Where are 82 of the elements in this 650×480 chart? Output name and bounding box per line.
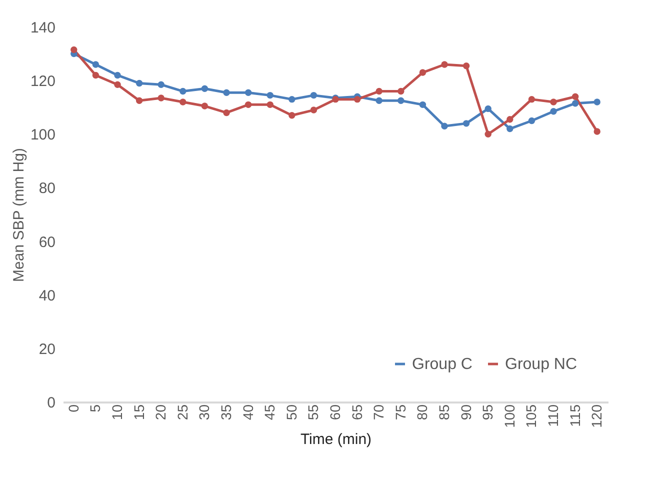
point [354, 96, 361, 103]
y-tick-label: 40 [38, 287, 56, 304]
x-tick-label: 115 [566, 404, 583, 427]
x-tick-label: 85 [436, 404, 452, 420]
legend-label: Group C [412, 356, 472, 373]
point [528, 117, 536, 124]
x-tick-label: 60 [327, 404, 343, 420]
point [572, 100, 579, 107]
point [266, 101, 274, 108]
point [223, 89, 230, 96]
point [550, 108, 557, 115]
point [572, 93, 579, 100]
x-tick-label: 35 [218, 404, 234, 420]
point [441, 61, 448, 68]
point [441, 122, 448, 130]
point [376, 88, 382, 95]
point [244, 101, 252, 108]
x-tick-label: 120 [588, 404, 605, 428]
x-tick-label: 45 [262, 404, 278, 420]
point [594, 128, 600, 135]
point [528, 96, 536, 103]
x-tick-label: 65 [348, 404, 365, 420]
point [506, 116, 514, 123]
x-axis-title: Time (min) [300, 430, 372, 448]
point [136, 80, 143, 87]
y-tick-label: 120 [30, 73, 56, 90]
y-tick-label: 80 [38, 180, 56, 198]
point [158, 81, 164, 88]
x-tick-label: 95 [480, 404, 496, 420]
point [288, 96, 296, 103]
x-tick-label: 55 [305, 404, 322, 420]
y-tick-label: 140 [30, 20, 56, 36]
point [114, 81, 121, 88]
point [310, 92, 318, 99]
point [266, 92, 274, 99]
x-tick-label: 105 [523, 404, 540, 428]
y-tick-label: 20 [38, 340, 56, 358]
point [70, 46, 78, 54]
y-tick-label: 60 [38, 234, 56, 251]
point [92, 72, 100, 79]
point [288, 112, 296, 119]
point [462, 62, 470, 70]
x-tick-label: 10 [109, 404, 125, 420]
point [506, 125, 514, 132]
point [180, 98, 186, 106]
point [158, 94, 164, 102]
point [223, 109, 230, 116]
point [398, 97, 404, 104]
point [201, 85, 208, 92]
x-tick-label: 25 [174, 404, 190, 420]
x-tick-label: 20 [152, 404, 169, 420]
x-tick-label: 40 [240, 404, 256, 420]
point [550, 98, 557, 106]
legend-label: Group NC [505, 356, 578, 373]
x-tick-label: 15 [130, 404, 147, 420]
point [376, 97, 382, 104]
point [398, 88, 404, 95]
point [484, 130, 492, 138]
x-tick-label: 70 [370, 404, 387, 420]
point [244, 89, 252, 96]
point [92, 61, 100, 68]
point [114, 72, 121, 79]
point [201, 102, 208, 110]
point [484, 105, 492, 112]
point [136, 97, 143, 104]
point [310, 106, 318, 114]
point [462, 120, 470, 127]
x-tick-label: 5 [87, 404, 104, 412]
x-tick-label: 100 [501, 404, 518, 428]
x-tick-label: 75 [392, 404, 408, 420]
x-tick-label: 110 [545, 404, 561, 427]
point [180, 88, 186, 95]
x-tick-label: 90 [458, 404, 474, 420]
point [594, 98, 600, 106]
y-tick-label: 100 [30, 126, 56, 144]
point [419, 101, 426, 108]
y-axis-title: Mean SBP (mm Hg) [10, 148, 28, 282]
point [419, 69, 426, 76]
x-tick-label: 30 [196, 404, 212, 420]
x-tick-label: 80 [414, 404, 430, 420]
x-tick-label: 0 [65, 404, 82, 412]
x-tick-label: 50 [283, 404, 300, 420]
